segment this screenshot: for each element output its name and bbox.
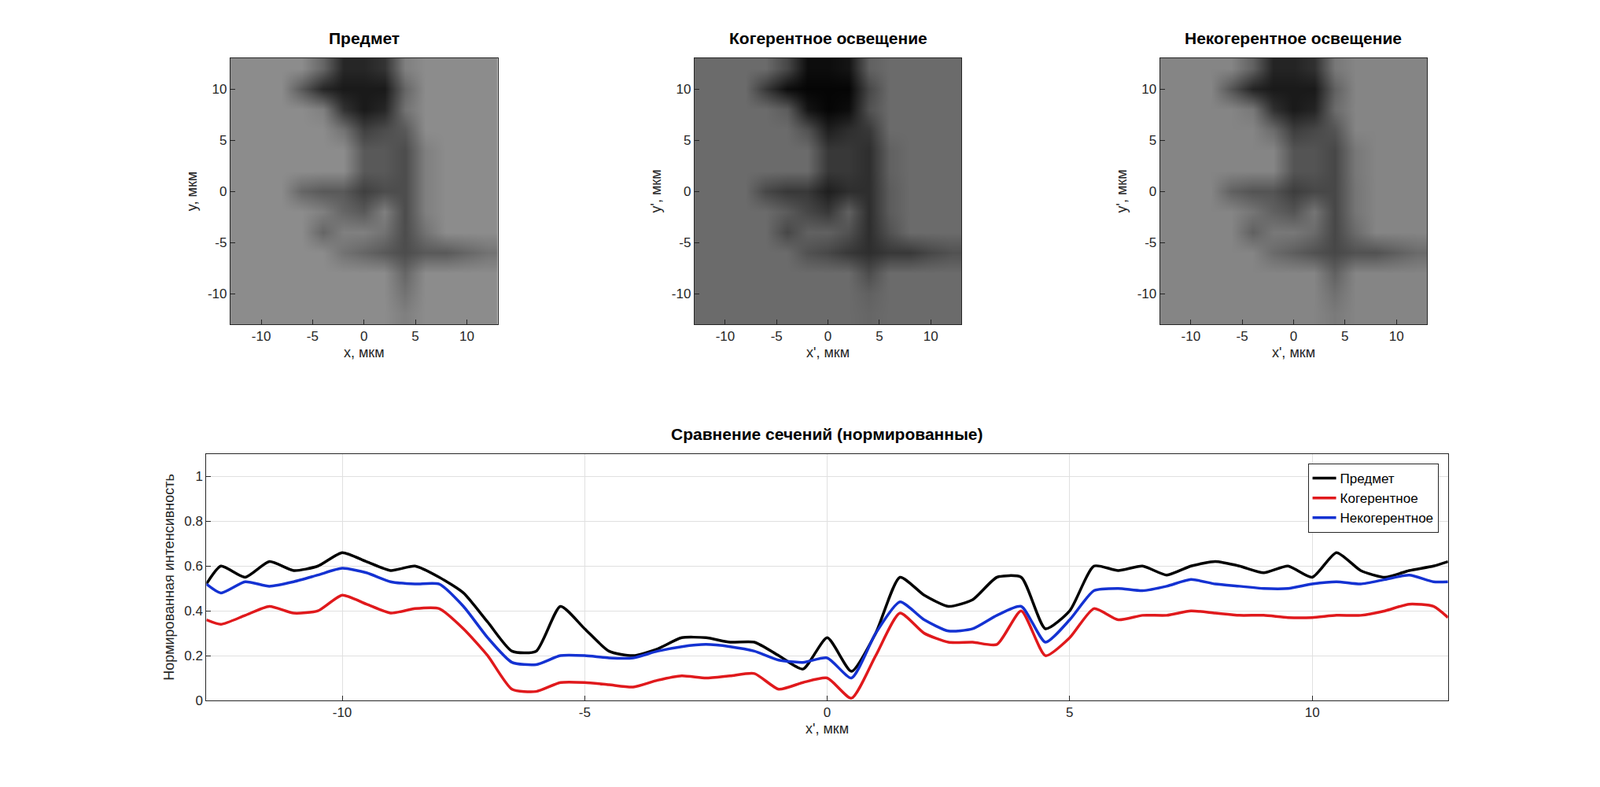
svg-text:0: 0 xyxy=(195,693,203,708)
svg-text:10: 10 xyxy=(923,328,939,344)
svg-text:5: 5 xyxy=(219,132,227,148)
svg-text:y', мкм: y', мкм xyxy=(648,169,664,213)
svg-text:Некогерентное: Некогерентное xyxy=(1340,510,1434,526)
svg-text:x, мкм: x, мкм xyxy=(343,344,385,361)
svg-text:Когерентное освещение: Когерентное освещение xyxy=(729,29,928,48)
svg-text:Когерентное: Когерентное xyxy=(1340,490,1419,506)
svg-text:5: 5 xyxy=(875,328,883,344)
svg-text:0: 0 xyxy=(823,704,831,720)
svg-text:Предмет: Предмет xyxy=(1340,471,1395,487)
svg-text:5: 5 xyxy=(1341,328,1349,344)
svg-text:-10: -10 xyxy=(671,286,692,302)
svg-text:10: 10 xyxy=(459,328,475,344)
svg-text:x', мкм: x', мкм xyxy=(806,344,850,361)
svg-text:0.4: 0.4 xyxy=(184,603,203,619)
svg-text:0.2: 0.2 xyxy=(184,648,203,664)
svg-text:-5: -5 xyxy=(1236,328,1249,344)
svg-text:-5: -5 xyxy=(1144,235,1157,251)
svg-text:5: 5 xyxy=(1149,132,1157,148)
svg-text:10: 10 xyxy=(212,81,228,97)
svg-text:Предмет: Предмет xyxy=(328,29,400,48)
svg-text:-5: -5 xyxy=(578,704,591,720)
svg-text:-5: -5 xyxy=(306,328,319,344)
svg-text:0: 0 xyxy=(1149,184,1157,200)
svg-text:-10: -10 xyxy=(332,704,353,720)
svg-text:y', мкм: y', мкм xyxy=(1113,169,1130,213)
svg-text:10: 10 xyxy=(1141,81,1157,97)
svg-text:5: 5 xyxy=(411,328,419,344)
svg-text:-10: -10 xyxy=(715,328,736,344)
svg-text:x', мкм: x', мкм xyxy=(1271,344,1316,361)
svg-text:-10: -10 xyxy=(251,328,272,344)
svg-text:0.6: 0.6 xyxy=(184,558,203,574)
svg-text:5: 5 xyxy=(683,132,691,148)
svg-text:0: 0 xyxy=(219,184,227,200)
svg-text:-10: -10 xyxy=(1181,328,1202,344)
svg-text:10: 10 xyxy=(1305,704,1320,720)
svg-text:x', мкм: x', мкм xyxy=(805,720,849,737)
svg-text:-5: -5 xyxy=(678,235,691,251)
svg-text:0: 0 xyxy=(683,184,691,200)
svg-text:-10: -10 xyxy=(1137,286,1158,302)
svg-text:0: 0 xyxy=(360,328,368,344)
svg-text:Некогерентное освещение: Некогерентное освещение xyxy=(1184,29,1402,48)
svg-text:-5: -5 xyxy=(214,235,227,251)
svg-text:0: 0 xyxy=(1290,328,1298,344)
svg-text:10: 10 xyxy=(675,81,691,97)
svg-text:-5: -5 xyxy=(770,328,783,344)
svg-text:1: 1 xyxy=(195,468,203,484)
svg-text:0: 0 xyxy=(824,328,832,344)
svg-text:Нормированная интенсивность: Нормированная интенсивность xyxy=(161,473,177,681)
svg-text:5: 5 xyxy=(1065,704,1073,720)
svg-text:Сравнение сечений (нормированн: Сравнение сечений (нормированные) xyxy=(670,424,984,443)
svg-text:-10: -10 xyxy=(207,286,228,302)
svg-text:0.8: 0.8 xyxy=(184,513,203,529)
svg-text:10: 10 xyxy=(1389,328,1405,344)
svg-text:y, мкм: y, мкм xyxy=(184,171,200,211)
